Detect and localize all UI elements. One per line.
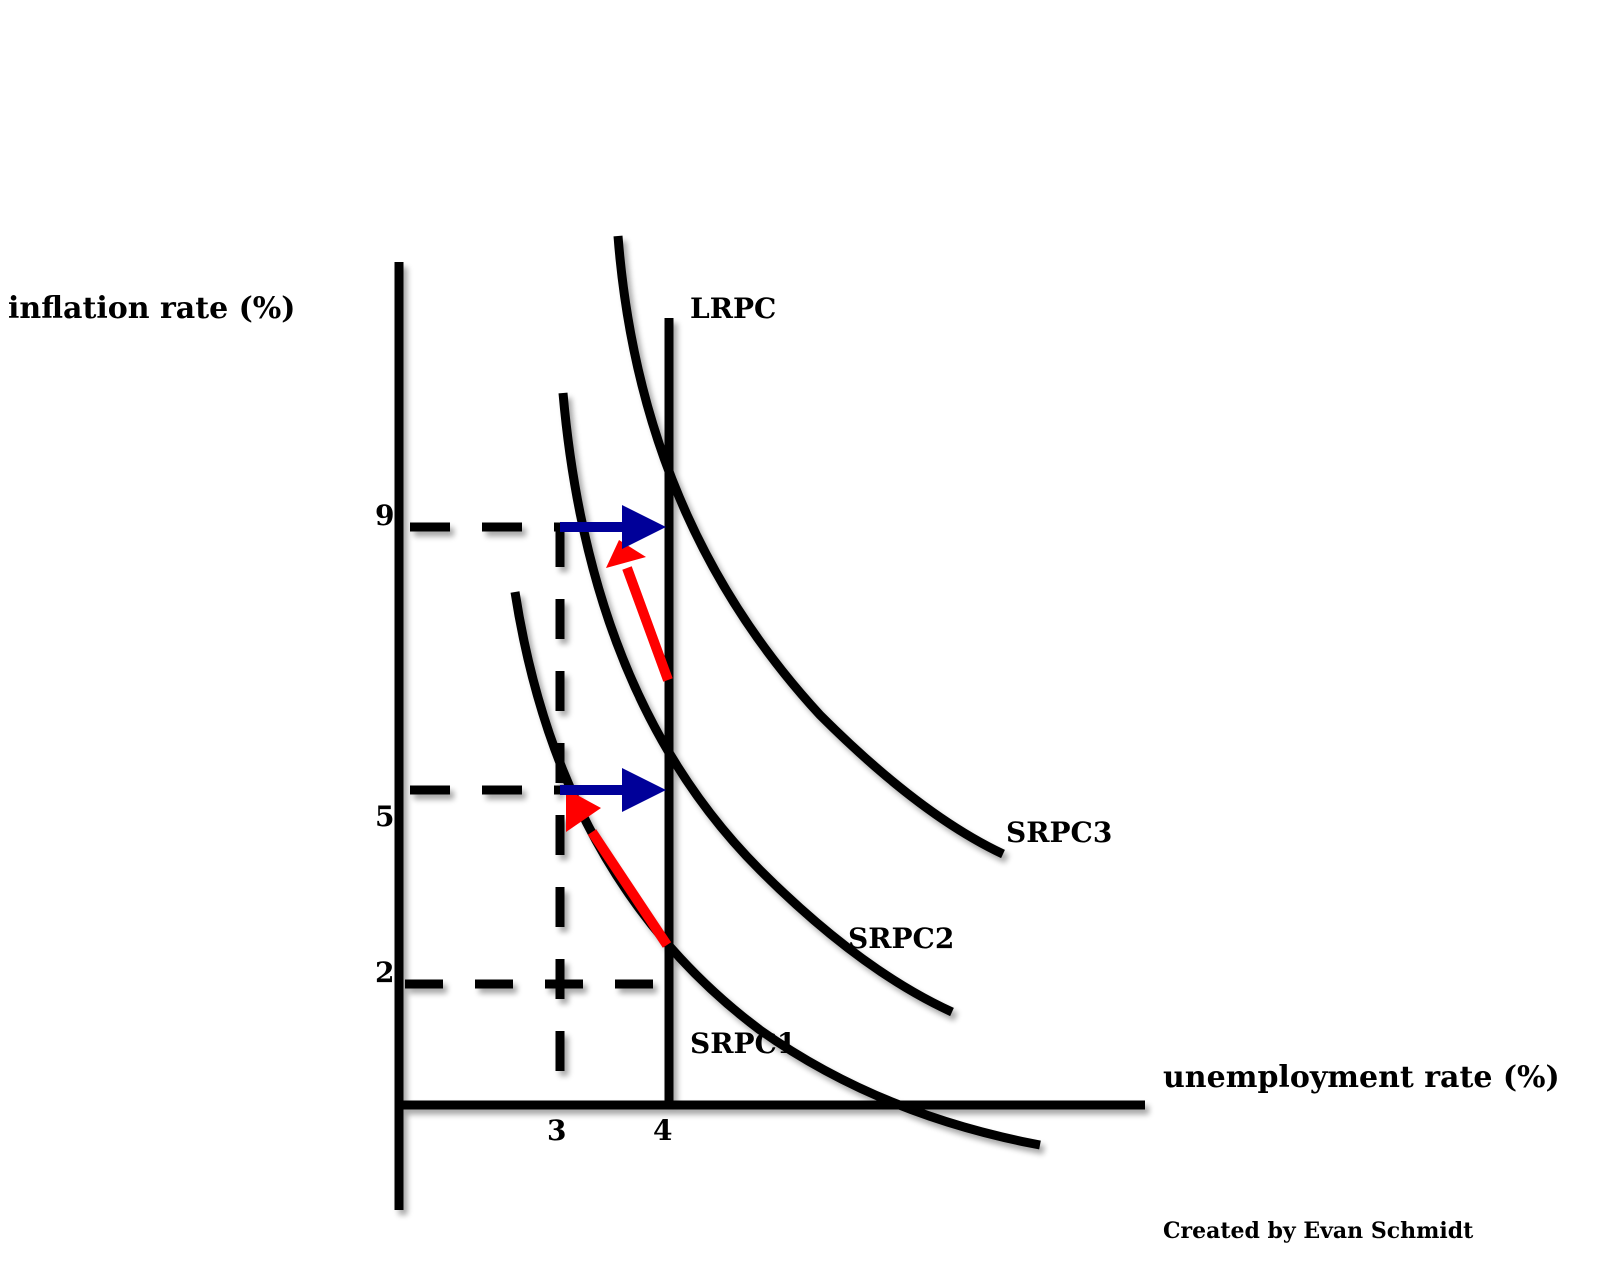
srpc2-label: SRPC2: [848, 922, 954, 955]
credit-text: Created by Evan Schmidt: [1163, 1218, 1474, 1244]
y-axis-label: inflation rate (%): [8, 291, 296, 326]
srpc1-label: SRPC1: [690, 1027, 796, 1060]
srpc3-label: SRPC3: [1006, 816, 1112, 849]
x-tick-4: 4: [653, 1114, 672, 1147]
y-tick-2: 2: [375, 956, 394, 989]
y-tick-9: 9: [375, 499, 394, 532]
srpc1-curve: [510, 591, 1041, 1150]
y-tick-5: 5: [375, 800, 394, 833]
lrpc-label: LRPC: [690, 292, 776, 325]
red-arrow-lower-head: [566, 789, 601, 832]
red-arrow-lower-shaft: [587, 829, 672, 948]
x-tick-3: 3: [547, 1114, 566, 1147]
red-arrow-upper-shaft: [622, 566, 673, 682]
blue-arrow-upper-head: [622, 505, 666, 549]
arrow-group: [560, 505, 673, 948]
srpc2-curve: [558, 392, 954, 1017]
blue-arrow-lower-head: [622, 768, 666, 812]
x-axis-label: unemployment rate (%): [1163, 1060, 1560, 1095]
srpc3-curve: [613, 235, 1005, 859]
red-arrow-upper-head: [606, 540, 646, 568]
